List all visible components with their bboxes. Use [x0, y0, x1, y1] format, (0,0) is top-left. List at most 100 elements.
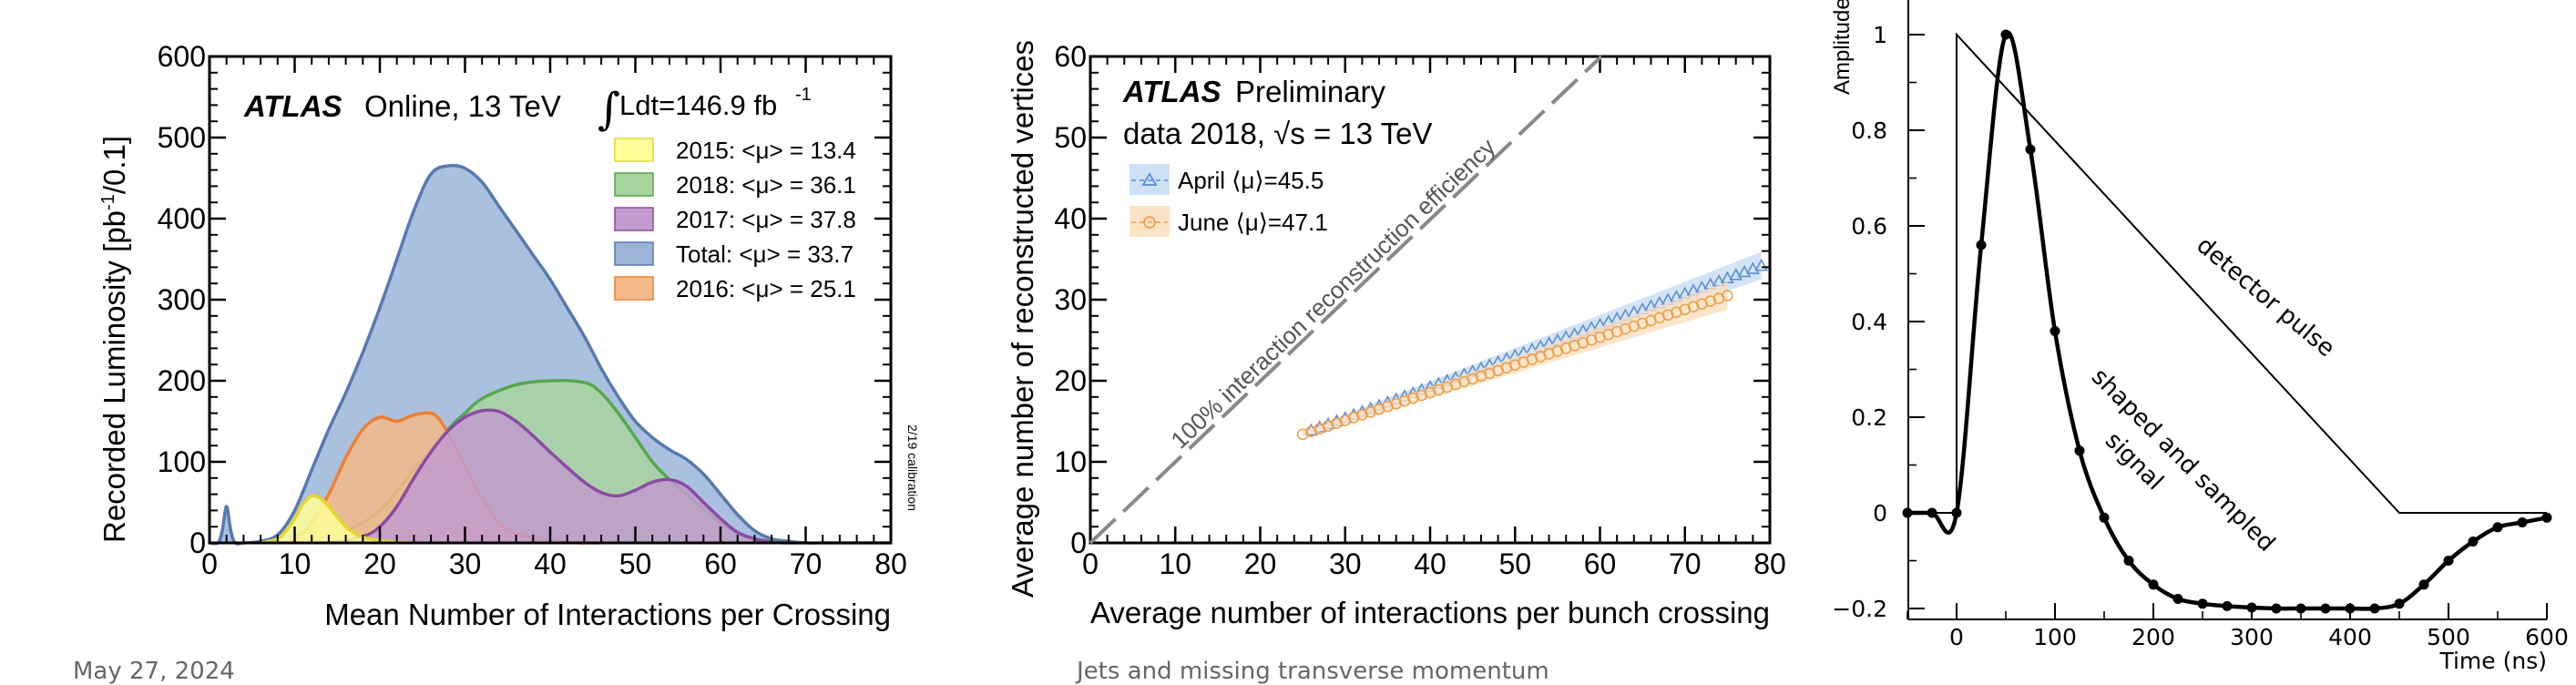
vertices-dataset-label: data 2018, √s = 13 TeV — [1123, 117, 1433, 150]
vertices-y-tick-label: 20 — [1054, 364, 1087, 397]
luminosity-x-axis-label: Mean Number of Interactions per Crossing — [324, 598, 891, 631]
signal-sample-point — [2025, 144, 2036, 155]
pulse-y-tick-label: 0.2 — [1851, 404, 1887, 431]
luminosity-lumi-text: Ldt=146.9 fb — [619, 89, 777, 121]
signal-sample-point — [1927, 507, 1937, 518]
luminosity-chart: 0 10 20 30 40 50 60 70 80 0 100 200 300 400 500 600 ATL… — [97, 40, 920, 631]
vertices-x-tick-label: 70 — [1669, 547, 1702, 580]
vertices-x-tick-label: 40 — [1414, 547, 1446, 580]
footer-date: May 27, 2024 — [73, 658, 235, 685]
vertices-x-tick-label: 30 — [1329, 547, 1362, 580]
luminosity-y-tick-label: 600 — [158, 40, 206, 73]
vertices-x-tick-label: 10 — [1159, 547, 1191, 580]
luminosity-x-tick-label: 40 — [534, 547, 567, 580]
signal-sample-point — [2000, 29, 2011, 40]
vertices-point-april — [1729, 268, 1743, 281]
signal-sample-point — [2541, 512, 2552, 523]
luminosity-y-tick-label: 200 — [158, 364, 206, 397]
signal-sample-point — [2369, 603, 2380, 614]
vertices-legend-marker-1 — [1143, 216, 1156, 229]
vertices-y-tick-label: 10 — [1054, 445, 1087, 478]
luminosity-x-tick-label: 0 — [201, 547, 218, 580]
luminosity-online-label: Online, 13 TeV — [364, 89, 561, 123]
luminosity-x-tick-label: 10 — [279, 547, 312, 580]
vertices-legend-band-0 — [1130, 164, 1170, 195]
vertices-x-tick-label: 0 — [1082, 547, 1099, 580]
luminosity-y-tick-label: 400 — [158, 202, 206, 235]
signal-sample-point — [2074, 445, 2085, 456]
vertices-preliminary-label: Preliminary — [1235, 75, 1386, 108]
vertices-y-tick-label: 50 — [1054, 121, 1087, 154]
signal-sample-point — [2320, 603, 2331, 614]
luminosity-legend-swatch-0 — [614, 241, 654, 266]
luminosity-x-tick-label: 30 — [449, 547, 482, 580]
vertices-point-april — [1737, 264, 1752, 278]
pulse-y-tick-label: 0.6 — [1851, 213, 1887, 240]
pulse-y-tick-label: 1 — [1873, 22, 1887, 48]
signal-sample-point — [2443, 556, 2454, 566]
signal-sample-point — [2172, 594, 2183, 604]
vertices-y-tick-label: 40 — [1054, 202, 1087, 235]
signal-sample-point — [2394, 598, 2405, 609]
signal-sample-point — [1976, 240, 1987, 250]
vertices-legend-label-0: April ⟨μ⟩=45.5 — [1178, 167, 1324, 194]
luminosity-integral-sign: ∫ — [598, 84, 620, 135]
vertices-x-tick-label: 50 — [1498, 547, 1531, 580]
pulse-y-tick-label: −0.2 — [1832, 596, 1887, 622]
signal-sample-point — [2197, 598, 2208, 609]
vertices-x-tick-label: 20 — [1244, 547, 1277, 580]
luminosity-curve-4 — [260, 494, 414, 545]
luminosity-y-tick-label: 100 — [158, 445, 206, 478]
vertices-y-axis-label: Average number of reconstructed vertices — [1006, 40, 1039, 598]
luminosity-legend-swatch-1 — [614, 172, 654, 197]
vertices-atlas-label: ATLAS — [1122, 75, 1222, 108]
luminosity-legend-label-4: 2015: <μ> = 13.4 — [676, 137, 856, 164]
luminosity-y-tick-label: 0 — [189, 527, 206, 559]
pulse-x-tick-label: 100 — [2033, 624, 2077, 650]
luminosity-legend-label-0: Total: <μ> = 33.7 — [676, 240, 854, 268]
vertices-legend-marker-0 — [1141, 172, 1158, 186]
vertices-point-april — [1754, 258, 1769, 271]
luminosity-legend-label-2: 2016: <μ> = 25.1 — [676, 275, 856, 302]
signal-sample-point — [2517, 517, 2528, 527]
luminosity-y-tick-label: 500 — [158, 121, 206, 154]
vertices-x-tick-label: 80 — [1753, 547, 1786, 580]
vertices-legend: April ⟨μ⟩=45.5 June ⟨μ⟩=47.1 — [1130, 164, 1328, 237]
signal-sample-point — [2123, 556, 2134, 566]
luminosity-x-tick-label: 80 — [874, 547, 907, 580]
luminosity-atlas-label: ATLAS — [243, 89, 342, 123]
luminosity-x-tick-label: 60 — [704, 547, 737, 580]
pulse-y-tick-label: 0.8 — [1851, 118, 1887, 144]
pulse-y-axis-label: Amplitude — [1830, 0, 1855, 95]
luminosity-legend-swatch-3 — [614, 207, 654, 231]
pulse-x-tick-label: 0 — [1949, 624, 1964, 650]
pulse-y-tick-label: 0 — [1873, 500, 1887, 527]
vertices-point-june — [1722, 290, 1733, 302]
luminosity-x-tick-label: 50 — [619, 547, 652, 580]
pulse-x-tick-label: 300 — [2230, 624, 2274, 650]
luminosity-x-tick-label: 20 — [363, 547, 396, 580]
signal-sample-point — [2271, 603, 2282, 614]
pulse-x-tick-label: 200 — [2131, 624, 2175, 650]
signal-sample-point — [2222, 600, 2233, 611]
signal-sample-point — [2099, 512, 2110, 523]
vertices-legend-band-1 — [1130, 206, 1170, 237]
pulse-x-tick-label: 500 — [2427, 624, 2470, 650]
footer-section-title: Jets and missing transverse momentum — [1077, 658, 1549, 685]
signal-sample-point — [2050, 326, 2060, 336]
luminosity-y-tick-label: 300 — [158, 283, 206, 316]
pulse-y-tick-label: 0.4 — [1851, 309, 1887, 335]
signal-sample-point — [2468, 537, 2479, 547]
luminosity-legend-swatch-4 — [614, 138, 654, 162]
pulse-x-tick-label: 400 — [2328, 624, 2372, 650]
luminosity-legend-label-3: 2017: <μ> = 37.8 — [676, 206, 856, 233]
vertices-y-tick-label: 0 — [1070, 527, 1087, 559]
luminosity-x-tick-label: 70 — [790, 547, 823, 580]
detector-pulse-line — [1907, 32, 2547, 514]
luminosity-calibration-note: 2/19 calibration — [905, 424, 920, 511]
vertices-point-april — [1746, 261, 1760, 274]
vertices-x-tick-label: 60 — [1584, 547, 1617, 580]
luminosity-legend-label-1: 2018: <μ> = 36.1 — [676, 171, 856, 199]
vertices-legend-label-1: June ⟨μ⟩=47.1 — [1178, 209, 1328, 236]
